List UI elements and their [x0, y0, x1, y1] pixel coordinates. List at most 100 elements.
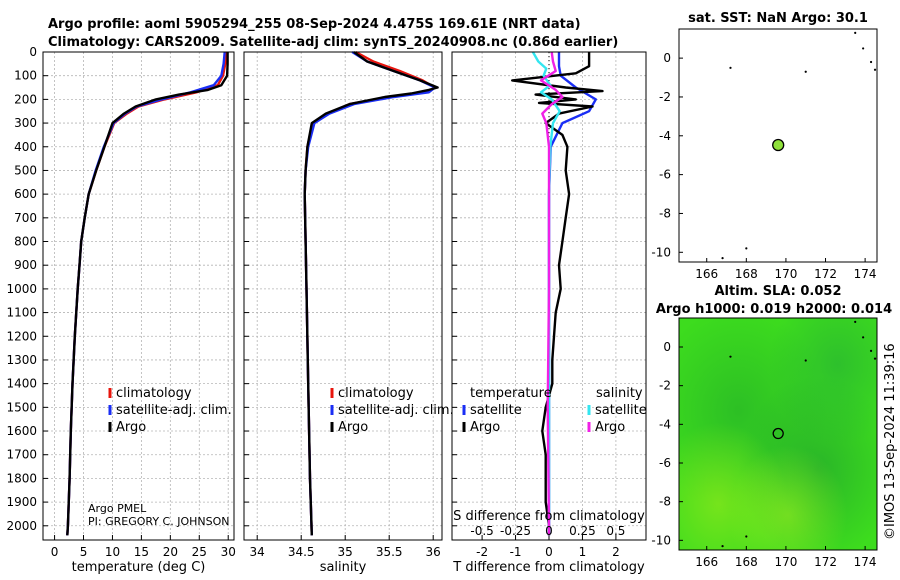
legend-label: Argo [338, 420, 368, 435]
y-tick-label: 0 [663, 340, 671, 354]
y-tick-label: 1000 [6, 282, 37, 296]
y-tick-label: 1400 [6, 377, 37, 391]
x-tick-label: 36 [426, 545, 441, 559]
island-dot [869, 60, 873, 64]
annotation-pi: PI: GREGORY C. JOHNSON [88, 515, 229, 528]
island-dot [721, 257, 724, 260]
x-tick-label: 10 [105, 545, 120, 559]
top-tick-label: 0.25 [569, 524, 596, 538]
x-tick-label: 35.5 [376, 545, 403, 559]
x-axis-label: salinity [320, 560, 367, 575]
legend-label: Argo [116, 420, 146, 435]
x-tick-label: 166 [695, 555, 718, 569]
island-dot [854, 320, 857, 323]
series-line-salinity-argo [539, 51, 564, 536]
sla-map-subtitle: Argo h1000: 0.019 h2000: 0.014 [656, 302, 892, 317]
island-dot [729, 355, 732, 358]
x-tick-label: 15 [134, 545, 149, 559]
annotation-institution: Argo PMEL [88, 502, 147, 515]
island-dot [729, 66, 732, 69]
x-tick-label: 34.5 [288, 545, 315, 559]
sla-map-panel: 166 168 170 172 174 0 -2 -4 -6 -8 -10 Altim. SLA: 0… [651, 284, 892, 569]
y-tick-label: 2000 [6, 519, 37, 533]
top-tick-label: 0 [545, 524, 553, 538]
x-tick-label: 168 [735, 555, 758, 569]
x-tick-label: 174 [854, 267, 877, 281]
top-axis-label: S difference from climatology [453, 509, 645, 524]
legend-label: satellite-adj. clim. [116, 403, 232, 418]
x-tick-label: 172 [814, 555, 837, 569]
x-axis-label: temperature (deg C) [72, 560, 206, 575]
x-tick-label: -1 [510, 545, 522, 559]
x-tick-label: 1 [579, 545, 587, 559]
map-frame [678, 28, 878, 263]
island-dot [854, 31, 857, 34]
y-tick-label: 1200 [6, 329, 37, 343]
y-tick-label: 0 [663, 51, 671, 65]
x-tick-label: 0 [51, 545, 59, 559]
y-tick-label: -2 [659, 379, 671, 393]
y-tick-label: 1600 [6, 424, 37, 438]
x-tick-label: 172 [814, 267, 837, 281]
island-dot [804, 70, 807, 73]
x-tick-label: 168 [735, 267, 758, 281]
y-tick-label: 800 [14, 235, 37, 249]
x-tick-label: -2 [476, 545, 488, 559]
y-tick-label: -10 [651, 533, 671, 547]
x-tick-label: 35 [338, 545, 353, 559]
y-tick-label: 1900 [6, 495, 37, 509]
salinity-panel: 34 34.5 35 35.5 36 salinity climatology satelli… [243, 50, 454, 575]
y-tick-label: -8 [659, 206, 671, 220]
sst-map-title: sat. SST: NaN Argo: 30.1 [688, 11, 868, 26]
y-tick-label: -8 [659, 495, 671, 509]
map-frame [678, 317, 878, 551]
island-dot [862, 336, 865, 339]
y-tick-label: -6 [659, 456, 671, 470]
y-tick-label: 0 [29, 45, 37, 59]
y-tick-label: 1500 [6, 400, 37, 414]
y-tick-label: -2 [659, 90, 671, 104]
plot-area [43, 52, 234, 540]
plot-area [244, 52, 442, 540]
x-axis-label: T difference from climatology [452, 560, 645, 575]
legend-label: satellite-adj. clim. [338, 403, 454, 418]
timestamp-label: ©IMOS 13-Sep-2024 11:39:16 [883, 343, 898, 540]
top-tick-label: -0.5 [470, 524, 493, 538]
x-tick-label: 0 [545, 545, 553, 559]
top-tick-label: 0.5 [606, 524, 625, 538]
y-tick-label: -6 [659, 168, 671, 182]
island-dot [745, 247, 748, 250]
legend-label: climatology [338, 386, 414, 401]
x-tick-label: 166 [695, 267, 718, 281]
plot-frame [451, 51, 647, 541]
y-tick-label: -4 [659, 129, 671, 143]
x-tick-label: 30 [221, 545, 236, 559]
legend-label: satellite [470, 403, 522, 418]
x-tick-label: 170 [774, 555, 797, 569]
y-tick-label: -10 [651, 245, 671, 259]
x-tick-label: 2 [612, 545, 620, 559]
series-line-argo [66, 52, 229, 536]
legend-title-temperature: temperature [470, 386, 552, 401]
header-line-1: Argo profile: aoml 5905294_255 08-Sep-20… [48, 17, 581, 32]
legend-label: Argo [470, 420, 500, 435]
y-tick-label: 1700 [6, 448, 37, 462]
x-tick-label: 170 [774, 267, 797, 281]
difference-panel: -2 -1 0 1 2T difference from climatology -0.5… [451, 51, 647, 575]
temperature-panel: 0 5 10 15 20 25 300100200300400500600700800900… [6, 45, 235, 575]
header-line-2: Climatology: CARS2009. Satellite-adj cli… [48, 35, 618, 50]
sla-map-title: Altim. SLA: 0.052 [715, 284, 842, 299]
x-tick-label: 25 [192, 545, 207, 559]
x-tick-label: 34 [250, 545, 265, 559]
legend-label: climatology [116, 386, 192, 401]
island-dot [721, 545, 724, 548]
y-tick-label: 300 [14, 116, 37, 130]
island-dot [869, 349, 873, 352]
y-tick-label: 1800 [6, 471, 37, 485]
series-line-argo [303, 51, 439, 536]
island-dot [873, 357, 877, 360]
x-tick-label: 20 [163, 545, 178, 559]
island-dot [862, 47, 865, 50]
y-tick-label: 500 [14, 163, 37, 177]
